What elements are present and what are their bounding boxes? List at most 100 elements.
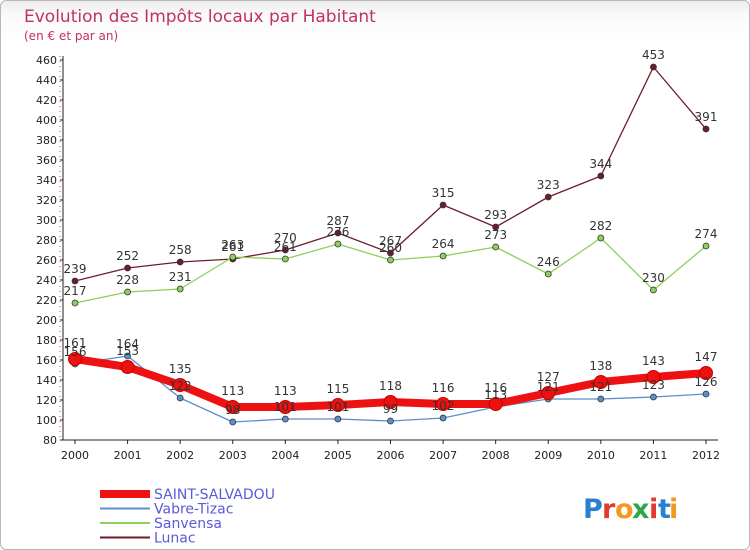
data-point-lunac (492, 223, 500, 231)
data-point-sanvensa (176, 285, 184, 293)
data-label-lunac: 315 (432, 186, 455, 200)
x-tick-label: 2007 (429, 449, 457, 462)
data-label-vabre-tizac: 126 (695, 375, 718, 389)
data-point-saint-salvadou (173, 378, 188, 392)
y-tick-label: 120 (36, 394, 57, 407)
data-point-vabre-tizac (597, 395, 605, 403)
y-tick-label: 300 (36, 214, 57, 227)
data-point-vabre-tizac (702, 390, 710, 398)
y-tick-label: 240 (36, 274, 57, 287)
data-point-saint-salvadou (436, 397, 451, 411)
data-label-saint-salvadou: 127 (537, 370, 560, 384)
data-point-saint-salvadou (330, 398, 345, 412)
data-point-sanvensa (281, 255, 289, 263)
data-label-sanvensa: 261 (274, 240, 297, 254)
data-label-sanvensa: 282 (589, 219, 612, 233)
logo-letter: x (632, 494, 649, 525)
data-label-lunac: 252 (116, 249, 139, 263)
legend-label-lunac: Lunac (154, 531, 196, 547)
data-point-lunac (334, 229, 342, 237)
data-label-lunac: 391 (695, 110, 718, 124)
data-label-vabre-tizac: 102 (432, 399, 455, 413)
data-point-sanvensa (439, 252, 447, 260)
y-tick-label: 400 (36, 114, 57, 127)
data-label-sanvensa: 276 (326, 225, 349, 239)
x-tick-label: 2002 (166, 449, 194, 462)
data-label-vabre-tizac: 121 (537, 380, 560, 394)
legend-label-vabre-tizac: Vabre-Tizac (154, 502, 233, 518)
data-point-lunac (176, 258, 184, 266)
data-label-sanvensa: 231 (169, 270, 192, 284)
data-label-saint-salvadou: 115 (326, 382, 349, 396)
x-tick-label: 2009 (534, 449, 562, 462)
data-label-vabre-tizac: 113 (484, 388, 507, 402)
data-label-saint-salvadou: 147 (695, 350, 718, 364)
data-point-sanvensa (702, 242, 710, 250)
data-label-sanvensa: 228 (116, 273, 139, 287)
data-label-saint-salvadou: 113 (221, 384, 244, 398)
logo-letter: r (602, 494, 616, 525)
data-point-saint-salvadou (488, 397, 503, 411)
y-tick-label: 80 (43, 434, 57, 447)
data-label-vabre-tizac: 98 (225, 403, 240, 417)
x-tick-label: 2008 (482, 449, 510, 462)
data-point-sanvensa (492, 243, 500, 251)
data-label-lunac: 287 (326, 214, 349, 228)
data-label-sanvensa: 260 (379, 241, 402, 255)
x-tick-label: 2005 (324, 449, 352, 462)
y-tick-label: 220 (36, 294, 57, 307)
chart-subtitle: (en € et par an) (24, 29, 118, 43)
data-point-lunac (281, 246, 289, 254)
data-point-saint-salvadou (120, 360, 135, 374)
data-label-sanvensa: 217 (64, 284, 87, 298)
data-label-saint-salvadou: 138 (589, 359, 612, 373)
x-tick-label: 2004 (271, 449, 299, 462)
data-label-vabre-tizac: 121 (589, 380, 612, 394)
data-point-lunac (124, 264, 131, 272)
y-tick-label: 180 (36, 334, 57, 347)
series-layer (68, 63, 713, 426)
y-tick-label: 320 (36, 194, 57, 207)
data-label-saint-salvadou: 116 (432, 381, 455, 395)
data-point-vabre-tizac (176, 394, 184, 402)
data-label-lunac: 344 (589, 157, 612, 171)
data-label-lunac: 258 (169, 243, 192, 257)
x-tick-label: 2012 (692, 449, 720, 462)
data-point-sanvensa (229, 253, 237, 261)
data-label-sanvensa: 263 (221, 238, 244, 252)
data-point-sanvensa (124, 288, 131, 296)
data-point-sanvensa (650, 286, 657, 294)
x-tick-label: 2006 (377, 449, 405, 462)
y-tick-label: 280 (36, 234, 57, 247)
data-label-vabre-tizac: 99 (383, 402, 398, 416)
data-label-saint-salvadou: 161 (64, 336, 87, 350)
data-point-saint-salvadou (593, 375, 608, 389)
data-label-saint-salvadou: 143 (642, 354, 665, 368)
data-label-lunac: 453 (642, 48, 665, 62)
data-point-vabre-tizac (650, 393, 657, 401)
data-label-saint-salvadou: 135 (169, 362, 192, 376)
data-label-vabre-tizac: 101 (326, 400, 349, 414)
data-label-sanvensa: 264 (432, 237, 455, 251)
y-tick-label: 340 (36, 174, 57, 187)
data-point-vabre-tizac (229, 418, 237, 426)
data-point-sanvensa (71, 299, 79, 307)
y-tick-label: 160 (36, 354, 57, 367)
data-label-sanvensa: 274 (695, 227, 718, 241)
data-point-saint-salvadou (541, 386, 556, 400)
data-label-vabre-tizac: 156 (64, 345, 87, 359)
y-tick-label: 440 (36, 74, 57, 87)
data-label-saint-salvadou: 118 (379, 379, 402, 393)
data-label-sanvensa: 230 (642, 271, 665, 285)
data-label-sanvensa: 246 (537, 255, 560, 269)
legend-label-sanvensa: Sanvensa (154, 516, 222, 532)
data-point-lunac (650, 63, 657, 71)
data-point-sanvensa (597, 234, 605, 242)
x-tick-label: 2003 (219, 449, 247, 462)
data-point-saint-salvadou (225, 400, 240, 414)
data-point-saint-salvadou (278, 400, 293, 414)
y-tick-label: 380 (36, 134, 57, 147)
data-label-lunac: 267 (379, 234, 402, 248)
